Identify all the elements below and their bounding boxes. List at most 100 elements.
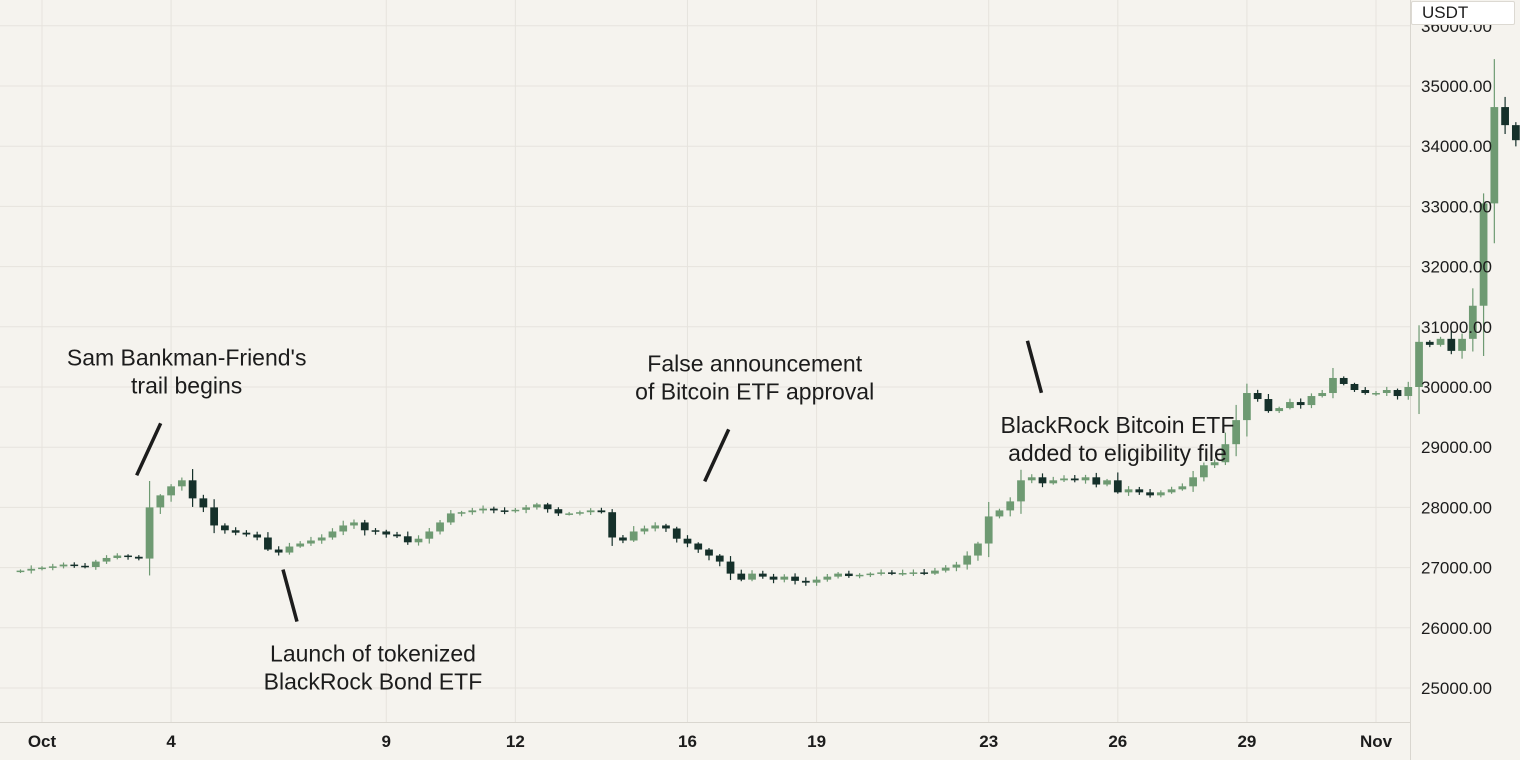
x-tick-label: 23: [979, 732, 998, 751]
y-tick-label: 28000.00: [1421, 498, 1492, 517]
candle-body: [1501, 107, 1509, 126]
candle-body: [479, 508, 487, 511]
candle-body: [1243, 393, 1251, 421]
candle-body: [231, 530, 240, 533]
candle-body: [597, 510, 606, 513]
candle-body: [662, 525, 670, 529]
candle-body: [737, 573, 746, 580]
candle-body: [629, 531, 638, 541]
candle-body: [1264, 399, 1273, 412]
candle-body: [888, 572, 896, 574]
x-tick-label: 9: [382, 732, 391, 751]
candle-body: [145, 507, 154, 559]
y-tick-label: 31000.00: [1421, 318, 1492, 337]
candle-body: [285, 546, 294, 553]
candle-body: [554, 509, 563, 514]
candle-body: [1490, 107, 1499, 204]
candle-body: [1146, 492, 1154, 496]
candle-body: [705, 549, 713, 556]
candle-body: [350, 522, 358, 526]
candle-body: [199, 498, 208, 508]
grid-layer: [0, 0, 1411, 760]
candle-body: [1135, 489, 1144, 493]
candle-body: [1458, 338, 1466, 351]
candle-body: [1092, 477, 1101, 485]
y-tick-label: 26000.00: [1421, 619, 1492, 638]
candle-body: [1415, 341, 1423, 387]
annotation-text: added to eligibility file: [1008, 440, 1227, 466]
candle-body: [296, 543, 305, 547]
annotation-pointer: [135, 422, 163, 477]
candle-body: [1113, 480, 1122, 493]
candle-body: [1027, 477, 1036, 481]
candle-body: [586, 510, 595, 513]
candle-body: [866, 573, 875, 576]
candle-body: [1329, 377, 1337, 394]
candle-body: [27, 568, 36, 571]
candle-body: [446, 513, 455, 523]
candle-body: [532, 504, 541, 508]
candle-body: [1275, 408, 1284, 412]
candle-body: [1156, 492, 1165, 496]
candle-body: [102, 557, 111, 562]
candle-body: [1199, 465, 1208, 478]
candle-body: [1210, 462, 1219, 466]
annotation-pointer: [703, 428, 731, 483]
candle-body: [1189, 477, 1197, 487]
candle-body: [124, 555, 132, 558]
candle-body: [1425, 341, 1434, 345]
candle-body: [812, 579, 821, 583]
candle-body: [963, 555, 972, 565]
annotation-text: Launch of tokenized: [270, 641, 476, 667]
candle-body: [274, 549, 283, 553]
candle-body: [511, 509, 520, 512]
candle-body: [1350, 383, 1359, 391]
candle-body: [81, 565, 89, 568]
candle-body: [382, 531, 391, 535]
candle-body: [70, 564, 79, 567]
candle-body: [59, 564, 68, 567]
candle-body: [844, 573, 853, 577]
annotation-text: of Bitcoin ETF approval: [635, 378, 874, 404]
candle-body: [339, 525, 348, 532]
candle-body: [177, 480, 186, 487]
annotation-pointer: [281, 569, 299, 623]
candle-body: [1393, 390, 1402, 397]
annotation-text: Sam Bankman-Friend's: [67, 344, 307, 370]
candle-body: [1221, 444, 1230, 463]
candle-body: [1060, 478, 1068, 481]
y-tick-label: 30000.00: [1421, 378, 1492, 397]
currency-badge[interactable]: USDT: [1411, 1, 1515, 25]
candle-body: [931, 570, 939, 574]
candle-body: [156, 495, 165, 508]
candle-body: [457, 512, 466, 514]
candle-body: [522, 507, 530, 510]
candle-body: [780, 576, 789, 580]
candle-body: [952, 564, 961, 568]
candle-body: [1479, 203, 1488, 306]
candle-body: [1286, 402, 1294, 409]
candle-body: [576, 512, 584, 514]
y-tick-label: 27000.00: [1421, 559, 1492, 578]
candle-body: [1339, 377, 1348, 384]
annotation-text: trail begins: [131, 372, 242, 398]
candle-body: [1372, 393, 1380, 395]
candle-body: [500, 510, 509, 512]
annotation-text: BlackRock Bond ETF: [264, 669, 483, 695]
candle-body: [1178, 486, 1187, 490]
candle-body: [608, 512, 617, 538]
candle-body: [1017, 480, 1025, 502]
candle-body: [1318, 393, 1327, 397]
annotation-text: False announcement: [647, 350, 862, 376]
candle-layer: [16, 59, 1520, 586]
candle-body: [468, 510, 477, 513]
candle-body: [758, 573, 767, 577]
candle-body: [425, 531, 434, 539]
y-tick-label: 32000.00: [1421, 258, 1492, 277]
candle-body: [769, 576, 778, 580]
x-tick-label: 29: [1237, 732, 1256, 751]
candle-body: [565, 513, 574, 515]
candle-body: [1436, 338, 1445, 345]
candle-body: [877, 572, 886, 574]
